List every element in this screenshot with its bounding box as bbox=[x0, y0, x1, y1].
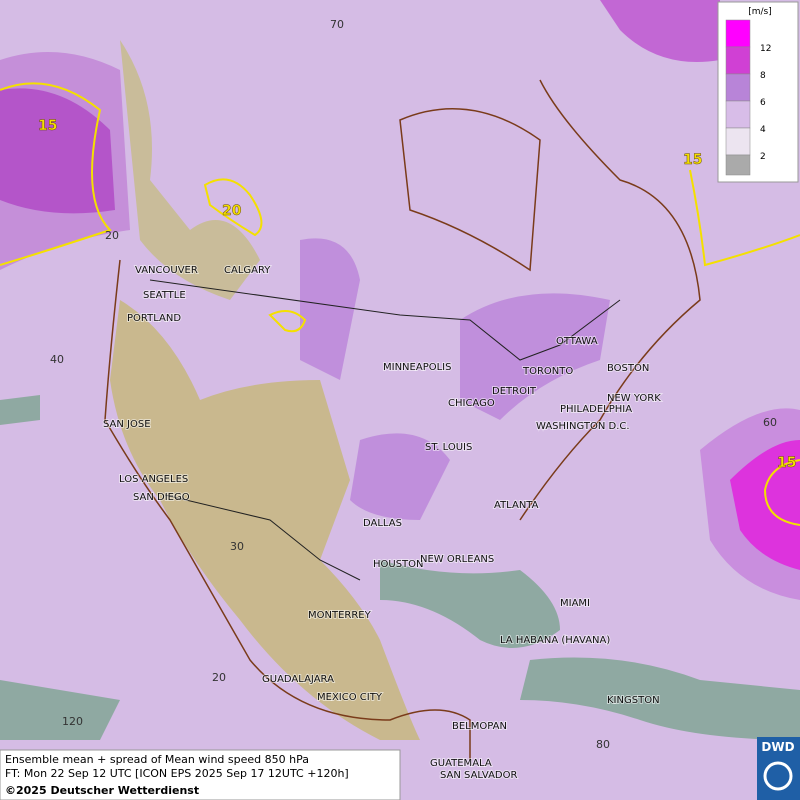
terrain bbox=[110, 300, 420, 740]
city-label: MONTERREY bbox=[308, 610, 372, 621]
legend-swatch bbox=[725, 154, 751, 176]
grid-label: 60 bbox=[763, 416, 777, 429]
city-label: SEATTLE bbox=[143, 290, 186, 301]
city-label: GUADALAJARA bbox=[262, 674, 334, 685]
grid-label: 40 bbox=[50, 353, 64, 366]
city-label: CALGARY bbox=[224, 265, 271, 276]
wind-area bbox=[350, 433, 450, 520]
city-label: NEW YORK bbox=[607, 393, 661, 404]
city-label: SAN JOSE bbox=[103, 419, 151, 430]
city-label: MIAMI bbox=[560, 598, 590, 609]
contour bbox=[0, 82, 112, 266]
coastline bbox=[104, 79, 701, 760]
city-label: PHILADELPHIA bbox=[560, 404, 632, 415]
contour-label: 15 bbox=[38, 118, 57, 134]
contour bbox=[763, 459, 800, 526]
legend-swatch bbox=[725, 46, 751, 75]
wind-area bbox=[300, 238, 360, 380]
legend-label: 4 bbox=[760, 125, 766, 135]
city-label: DETROIT bbox=[492, 386, 537, 397]
legend-swatch bbox=[725, 127, 751, 156]
city-label: NEW ORLEANS bbox=[420, 554, 494, 565]
city-label: VANCOUVER bbox=[135, 265, 198, 276]
city-label: HOUSTON bbox=[373, 559, 424, 570]
grid-label: 70 bbox=[330, 18, 344, 31]
border bbox=[164, 494, 361, 581]
city-label: WASHINGTON D.C. bbox=[536, 421, 630, 432]
logo-text: DWD bbox=[761, 740, 794, 754]
legend-swatch bbox=[725, 19, 751, 48]
city-label: ATLANTA bbox=[494, 500, 539, 511]
wind-area bbox=[0, 88, 115, 214]
city-label: SAN SALVADOR bbox=[440, 770, 517, 781]
legend-swatch bbox=[725, 73, 751, 102]
footer-time: FT: Mon 22 Sep 12 UTC [ICON EPS 2025 Sep… bbox=[5, 767, 349, 780]
contour-label: 15 bbox=[683, 152, 702, 168]
city-label: TORONTO bbox=[522, 366, 573, 377]
wind-area bbox=[730, 440, 800, 570]
city-label: ST. LOUIS bbox=[425, 442, 472, 453]
contour bbox=[689, 169, 800, 267]
grid-label: 20 bbox=[105, 229, 119, 242]
city-label: MINNEAPOLIS bbox=[383, 362, 451, 373]
city-label: KINGSTON bbox=[607, 695, 660, 706]
city-label: BOSTON bbox=[607, 363, 649, 374]
grid-label: 20 bbox=[212, 671, 226, 684]
legend-unit: [m/s] bbox=[748, 7, 772, 17]
logo-icon bbox=[763, 761, 793, 791]
footer-title: Ensemble mean + spread of Mean wind spee… bbox=[5, 753, 309, 766]
city-label: CHICAGO bbox=[448, 398, 495, 409]
city-label: LA HABANA (HAVANA) bbox=[500, 635, 610, 646]
grid-label: 80 bbox=[596, 738, 610, 751]
footer-box bbox=[0, 749, 401, 800]
wind-area bbox=[600, 0, 720, 62]
grid-label: 120 bbox=[62, 715, 83, 728]
border bbox=[149, 279, 621, 361]
coastline bbox=[399, 108, 541, 272]
city-label: DALLAS bbox=[363, 518, 402, 529]
city-label: MEXICO CITY bbox=[317, 692, 383, 703]
legend: [m/s] 12 8 6 4 2 bbox=[717, 1, 799, 183]
contour bbox=[268, 310, 307, 333]
legend-label: 2 bbox=[760, 152, 766, 162]
city-label: BELMOPAN bbox=[452, 721, 507, 732]
city-label: PORTLAND bbox=[127, 313, 181, 324]
footer-credit: ©2025 Deutscher Wetterdienst bbox=[5, 784, 199, 797]
legend-swatch bbox=[725, 100, 751, 129]
grid-label: 30 bbox=[230, 540, 244, 553]
legend-label: 8 bbox=[760, 71, 766, 81]
contour-label: 15 bbox=[777, 455, 796, 471]
sea-area bbox=[0, 395, 800, 740]
city-label: LOS ANGELES bbox=[119, 474, 188, 485]
legend-label: 12 bbox=[760, 44, 771, 54]
legend-label: 6 bbox=[760, 98, 766, 108]
city-label: GUATEMALA bbox=[430, 758, 492, 769]
contour bbox=[203, 178, 263, 237]
city-label: SAN DIEGO bbox=[133, 492, 190, 503]
city-label: OTTAWA bbox=[556, 336, 598, 347]
terrain bbox=[120, 40, 260, 300]
wind-area bbox=[460, 293, 610, 420]
contour-label: 20 bbox=[222, 203, 242, 219]
